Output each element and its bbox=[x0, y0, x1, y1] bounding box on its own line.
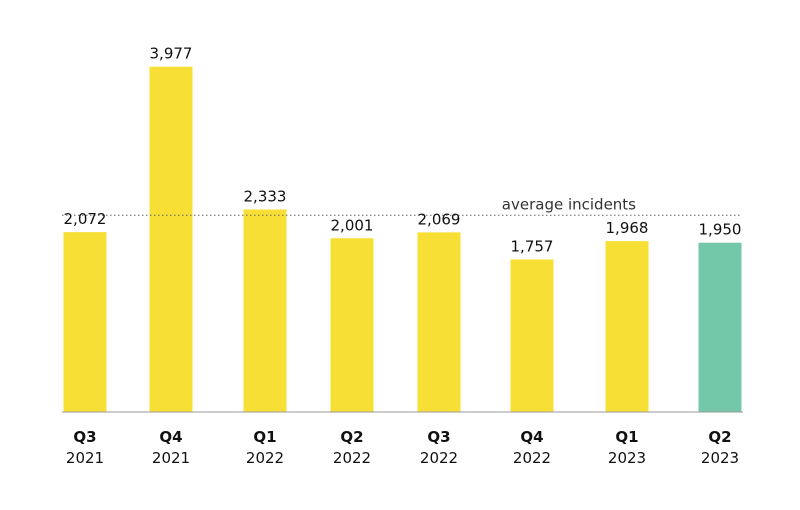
tick-label-year: 2022 bbox=[246, 449, 284, 467]
tick-label-quarter: Q1 bbox=[615, 428, 638, 446]
value-label: 1,968 bbox=[606, 219, 649, 237]
average-label: average incidents bbox=[502, 195, 636, 213]
tick-label-quarter: Q2 bbox=[340, 428, 363, 446]
value-label: 2,333 bbox=[244, 187, 287, 205]
tick-label-year: 2023 bbox=[608, 449, 646, 467]
tick-label-year: 2023 bbox=[701, 449, 739, 467]
value-label: 3,977 bbox=[150, 45, 193, 63]
tick-label-year: 2021 bbox=[66, 449, 104, 467]
value-label: 2,072 bbox=[64, 210, 107, 228]
value-label: 2,001 bbox=[331, 216, 374, 234]
bar-q3-2021 bbox=[63, 232, 107, 412]
bar-q2-2023 bbox=[698, 242, 742, 412]
bar-q3-2022 bbox=[417, 232, 461, 412]
bar-q4-2021 bbox=[149, 66, 193, 412]
bar-q4-2022 bbox=[510, 259, 554, 412]
tick-label-quarter: Q1 bbox=[253, 428, 276, 446]
bar-q1-2022 bbox=[243, 209, 287, 412]
tick-label-quarter: Q2 bbox=[708, 428, 731, 446]
tick-label-quarter: Q4 bbox=[520, 428, 543, 446]
x-tick-labels-group: Q3 2021 Q4 2021 Q1 2022 Q2 2022 Q3 2022 Q4 2022 Q1 20… bbox=[66, 428, 739, 467]
tick-label-quarter: Q3 bbox=[73, 428, 96, 446]
value-labels-group: 2,072 3,977 2,333 2,001 2,069 1,757 1,968 1,950 bbox=[64, 45, 742, 256]
value-label: 2,069 bbox=[418, 210, 461, 228]
tick-label-quarter: Q3 bbox=[427, 428, 450, 446]
tick-label-year: 2022 bbox=[513, 449, 551, 467]
tick-label-year: 2022 bbox=[420, 449, 458, 467]
value-label: 1,950 bbox=[699, 221, 742, 239]
value-label: 1,757 bbox=[511, 237, 554, 255]
tick-label-year: 2022 bbox=[333, 449, 371, 467]
bar-q2-2022 bbox=[330, 238, 374, 412]
bars-group bbox=[63, 66, 742, 412]
tick-label-year: 2021 bbox=[152, 449, 190, 467]
bar-q1-2023 bbox=[605, 241, 649, 412]
tick-label-quarter: Q4 bbox=[159, 428, 182, 446]
